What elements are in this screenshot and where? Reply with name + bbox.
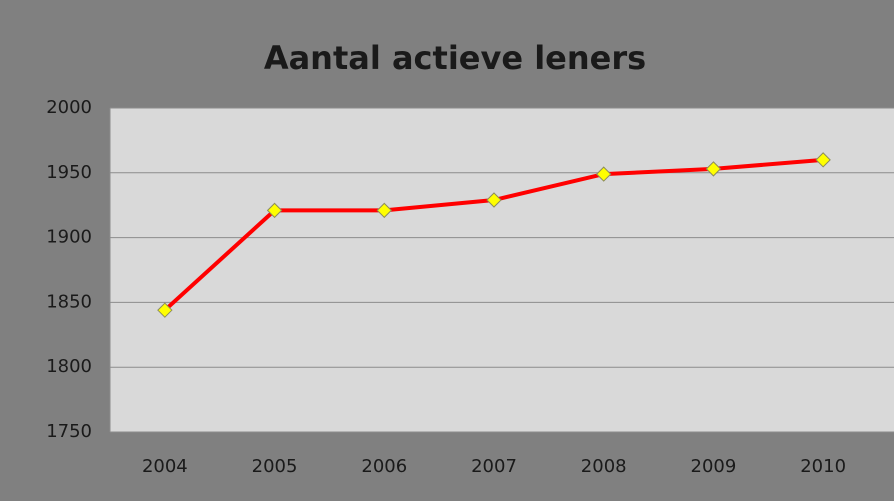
x-tick-label: 2004 bbox=[142, 456, 188, 477]
x-tick-label: 2007 bbox=[471, 456, 517, 477]
y-tick-label: 1900 bbox=[46, 227, 92, 248]
y-tick-label: 2000 bbox=[46, 97, 92, 118]
marker bbox=[486, 192, 502, 208]
marker bbox=[705, 161, 722, 177]
marker bbox=[376, 202, 392, 219]
y-tick-label: 1800 bbox=[46, 356, 92, 377]
y-tick-label: 1750 bbox=[46, 421, 92, 442]
y-tick-label: 1850 bbox=[46, 291, 92, 312]
chart-title: Aantal actieve leners bbox=[264, 39, 646, 77]
marker bbox=[266, 202, 283, 219]
marker bbox=[157, 302, 173, 318]
x-tick-label: 2005 bbox=[252, 456, 298, 477]
y-tick-label: 1950 bbox=[46, 162, 92, 183]
marker bbox=[596, 166, 612, 182]
marker bbox=[815, 152, 831, 168]
x-tick-label: 2008 bbox=[581, 456, 627, 477]
x-tick-label: 2006 bbox=[361, 456, 407, 477]
x-tick-label: 2010 bbox=[800, 456, 846, 477]
x-tick-label: 2009 bbox=[691, 456, 737, 477]
plot-area bbox=[110, 108, 894, 432]
